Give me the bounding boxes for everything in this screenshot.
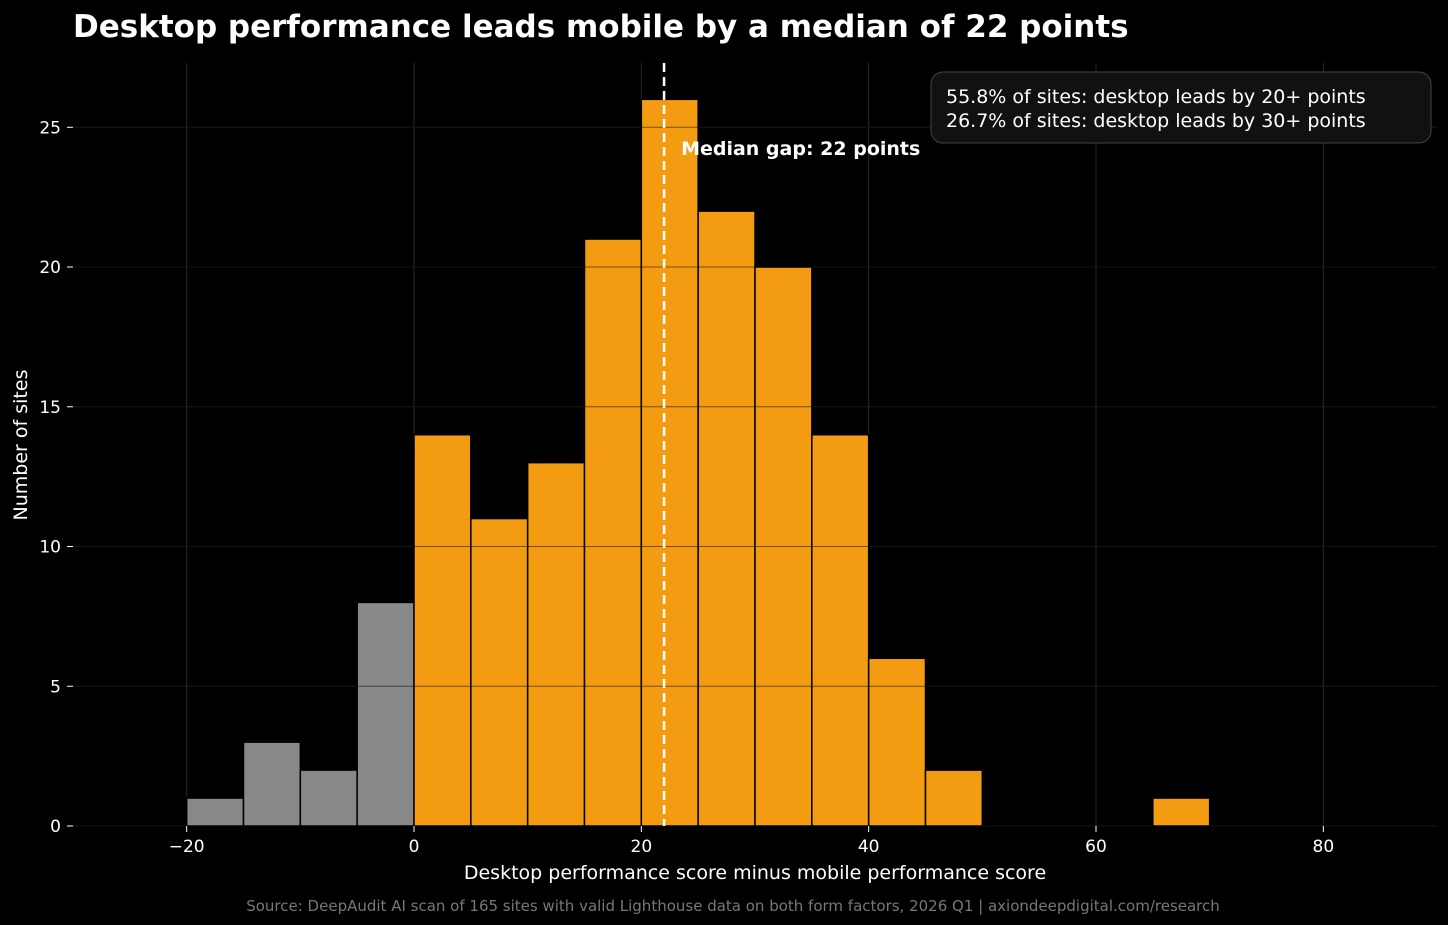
x-tick-label: 80: [1313, 837, 1335, 857]
y-tick-label: 20: [39, 258, 61, 278]
x-tick-label: 60: [1085, 837, 1107, 857]
histogram-bar: [526, 461, 586, 827]
histogram-bar: [356, 601, 415, 827]
histogram-bar: [583, 238, 643, 827]
y-tick-label: 25: [39, 118, 61, 138]
histogram-bar: [413, 433, 472, 827]
histogram-bar: [811, 433, 870, 827]
y-tick-label: 10: [39, 538, 61, 558]
y-tick-label: 0: [50, 817, 61, 837]
axes: −20 0 20 40 60 80 0 5 10 15 20 25: [39, 118, 1334, 857]
median-label: Median gap: 22 points: [681, 138, 920, 160]
bars: [73, 98, 1437, 827]
stats-line-1: 55.8% of sites: desktop leads by 20+ poi…: [946, 86, 1366, 108]
y-tick-label: 5: [50, 677, 61, 697]
chart-title: Desktop performance leads mobile by a me…: [73, 9, 1129, 45]
x-tick-label: 20: [631, 837, 653, 857]
histogram-bar: [185, 797, 245, 827]
y-axis-label: Number of sites: [10, 370, 32, 521]
x-tick-label: 0: [409, 837, 420, 857]
histogram-bar: [924, 769, 984, 827]
histogram-bar: [867, 657, 927, 827]
histogram-bar: [242, 741, 302, 827]
histogram-bar: [1152, 797, 1211, 827]
histogram-bar: [697, 210, 756, 827]
histogram-bar: [470, 517, 529, 827]
histogram-bar: [640, 98, 699, 827]
stats-line-2: 26.7% of sites: desktop leads by 30+ poi…: [946, 110, 1366, 132]
x-tick-label: −20: [169, 837, 205, 857]
x-tick-label: 40: [858, 837, 880, 857]
source-note: Source: DeepAudit AI scan of 165 sites w…: [246, 897, 1220, 915]
y-tick-label: 15: [39, 398, 61, 418]
stats-box: 55.8% of sites: desktop leads by 20+ poi…: [930, 71, 1432, 144]
histogram-bar: [299, 769, 358, 827]
x-axis-label: Desktop performance score minus mobile p…: [464, 862, 1046, 884]
